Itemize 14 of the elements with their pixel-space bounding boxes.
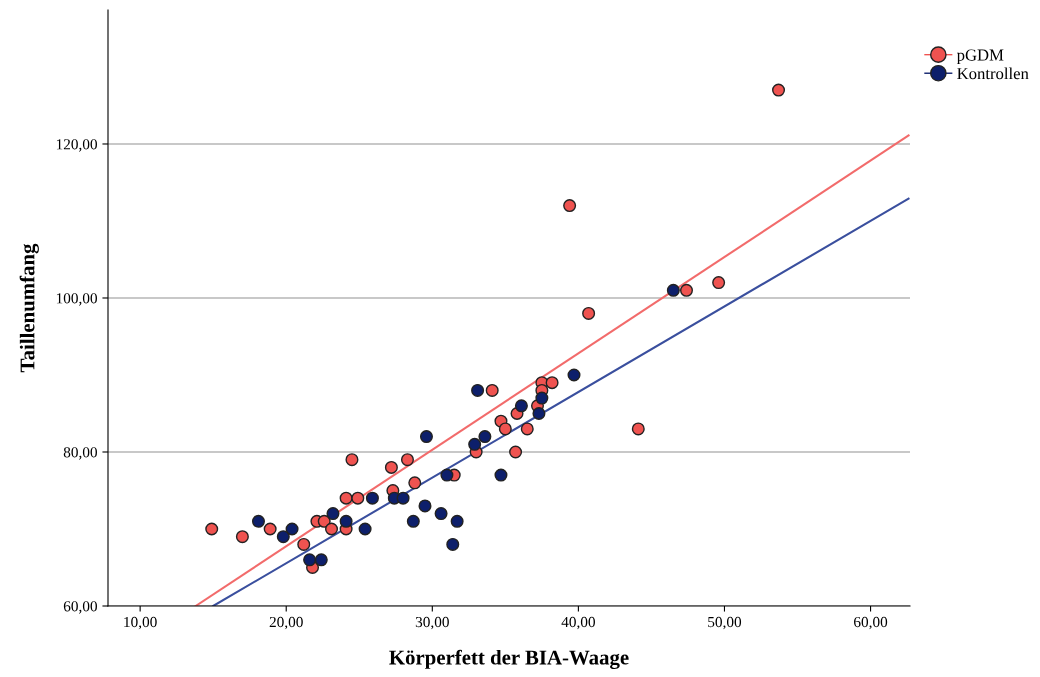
x-tick-label: 30,00 [415, 616, 449, 630]
legend-label: Kontrollen [957, 67, 1029, 80]
legend-label: pGDM [956, 49, 1004, 65]
x-tick-label: 40,00 [561, 616, 595, 630]
y-tick-label: 120,00 [56, 139, 97, 152]
y-tick-label: 100,00 [56, 293, 97, 306]
x-tick-label: 20,00 [269, 616, 303, 630]
y-axis-title: Taillenumfang [19, 243, 39, 373]
x-tick-label: 10,00 [124, 616, 157, 630]
x-tick-label: 60,00 [854, 616, 888, 630]
x-axis-title: Körperfett der BIA-Waage [389, 649, 629, 669]
y-tick-label: 60,00 [63, 601, 97, 614]
y-tick-label: 80,00 [63, 447, 97, 460]
x-tick-label: 50,00 [708, 616, 742, 630]
